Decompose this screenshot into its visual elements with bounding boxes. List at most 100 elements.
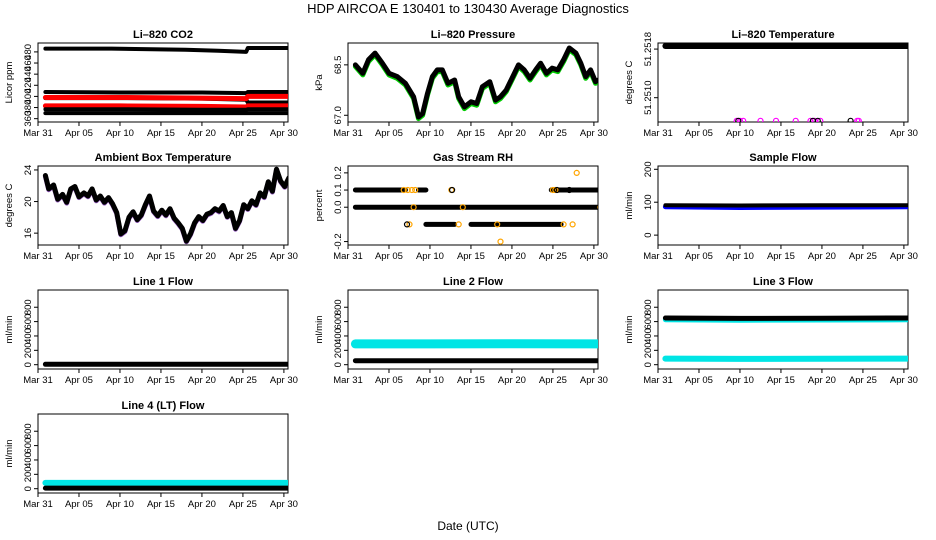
y-tick-label: 400 — [333, 328, 344, 344]
y-tick-label: 800 — [23, 423, 34, 439]
point-rh-orange — [573, 169, 580, 176]
panel-title: Line 1 Flow — [133, 276, 193, 288]
x-tick-label: Mar 31 — [643, 251, 673, 262]
plot-frame — [37, 165, 289, 246]
plot-frame — [37, 289, 289, 370]
series-ref-low — [43, 107, 288, 112]
x-tick-label: Mar 31 — [333, 251, 363, 262]
x-tick-label: Apr 25 — [849, 375, 877, 386]
x-tick-label: Apr 05 — [65, 251, 93, 262]
x-tick-label: Apr 20 — [498, 375, 526, 386]
panel-5: Sample Flow Mar 31 Apr 05 Apr 10 Apr 15 Apr 2… — [624, 152, 918, 262]
y-axis-label: ml/min — [624, 316, 635, 344]
x-tick-label: Apr 05 — [685, 128, 713, 139]
point-temp-low-black — [735, 117, 742, 122]
plot-frame — [347, 42, 599, 123]
x-tick-label: Mar 31 — [23, 375, 53, 386]
panel-title: Li–820 Pressure — [431, 29, 515, 41]
x-tick-label: Apr 15 — [147, 128, 175, 139]
x-tick-label: Apr 20 — [808, 251, 836, 262]
x-tick-label: Apr 25 — [539, 375, 567, 386]
y-tick-label: 400 — [23, 328, 34, 344]
y-tick-label: 600 — [643, 314, 654, 330]
panel-title: Li–820 Temperature — [731, 29, 834, 41]
figure-title: HDP AIRCOA E 130401 to 130430 Average Di… — [307, 1, 629, 16]
x-tick-label: Apr 05 — [685, 251, 713, 262]
panel-3: Ambient Box Temperature Mar 31 Apr 05 Apr 1… — [4, 152, 298, 262]
series-box-purple — [42, 167, 288, 245]
x-tick-label: Apr 05 — [685, 375, 713, 386]
panel-title: Line 4 (LT) Flow — [122, 400, 205, 412]
y-tick-label: 51.2518 — [643, 32, 654, 66]
y-tick-label: 16 — [23, 228, 34, 239]
x-tick-label: Apr 10 — [106, 251, 134, 262]
series-sample-red-1 — [42, 93, 288, 102]
x-tick-label: Apr 10 — [106, 128, 134, 139]
y-tick-label: 67.0 — [333, 106, 344, 125]
y-tick-label: 0.2 — [333, 166, 344, 179]
x-tick-label: Apr 15 — [767, 251, 795, 262]
y-tick-label: 420 — [23, 77, 34, 93]
y-tick-label: 20 — [23, 196, 34, 207]
point-rh-orange — [569, 221, 576, 228]
plot-area — [662, 315, 908, 362]
x-tick-label: Apr 10 — [726, 251, 754, 262]
y-tick-label: 0 — [23, 362, 34, 367]
point-rh-black-circles — [553, 186, 561, 194]
y-tick-label: 600 — [333, 314, 344, 330]
y-tick-label: 800 — [643, 299, 654, 315]
y-tick-label: 400 — [643, 328, 654, 344]
point-temp-low-magenta — [757, 117, 764, 122]
x-tick-label: Mar 31 — [643, 375, 673, 386]
series-pressure-black — [352, 45, 598, 120]
point-rh-orange — [404, 186, 411, 194]
y-axis-label: ml/min — [4, 440, 15, 468]
x-tick-label: Apr 30 — [270, 128, 298, 139]
x-tick-label: Apr 10 — [416, 251, 444, 262]
x-tick-label: Apr 20 — [808, 128, 836, 139]
plot-area — [42, 166, 288, 245]
x-tick-label: Apr 30 — [270, 375, 298, 386]
x-axis-label: Date (UTC) — [437, 519, 498, 533]
series-ref-2 — [43, 90, 288, 96]
x-tick-label: Apr 15 — [767, 128, 795, 139]
y-tick-label: 0 — [23, 486, 34, 491]
point-rh-orange — [459, 204, 466, 211]
x-tick-label: Apr 20 — [188, 375, 216, 386]
point-rh-orange — [412, 186, 419, 194]
y-tick-label: 51.2510 — [643, 81, 654, 115]
x-tick-label: Apr 25 — [229, 499, 257, 510]
x-tick-label: Apr 15 — [457, 375, 485, 386]
x-tick-label: Apr 20 — [188, 251, 216, 262]
point-temp-low-magenta — [807, 117, 814, 122]
point-rh-orange — [408, 186, 415, 194]
plot-area — [42, 479, 288, 491]
point-rh-orange — [549, 186, 557, 194]
x-tick-label: Apr 05 — [375, 375, 403, 386]
x-tick-label: Apr 15 — [147, 375, 175, 386]
panel-0: Li–820 CO2 Mar 31 Apr 05 Apr 10 Apr 15 Apr 20… — [4, 29, 298, 139]
y-tick-label: 400 — [23, 88, 34, 104]
panel-grid: Li–820 CO2 Mar 31 Apr 05 Apr 10 Apr 15 Apr 20… — [4, 29, 918, 510]
y-tick-label: 24 — [23, 165, 34, 176]
panel-7: Line 2 Flow Mar 31 Apr 05 Apr 10 Apr 15 Apr 2… — [314, 276, 608, 386]
y-tick-label: 68.5 — [333, 56, 344, 75]
y-tick-label: 0.1 — [333, 183, 344, 196]
point-rh-orange — [560, 221, 567, 228]
x-tick-label: Apr 05 — [65, 499, 93, 510]
panel-title: Line 3 Flow — [753, 276, 813, 288]
y-tick-label: 200 — [23, 342, 34, 358]
plot-frame — [657, 289, 909, 370]
y-axis-label: degrees C — [624, 60, 635, 104]
point-temp-low-magenta — [817, 117, 824, 122]
plot-frame — [657, 42, 909, 123]
y-axis-label: ml/min — [4, 316, 15, 344]
y-tick-label: 0 — [333, 362, 344, 367]
panel-title: Sample Flow — [749, 152, 817, 164]
plot-area — [350, 339, 598, 364]
y-tick-label: 200 — [23, 466, 34, 482]
y-tick-label: -0.2 — [333, 233, 344, 249]
x-tick-label: Apr 15 — [457, 251, 485, 262]
point-rh-orange — [406, 221, 413, 228]
panel-1: Li–820 Pressure Mar 31 Apr 05 Apr 10 Apr 15 A… — [314, 29, 608, 139]
